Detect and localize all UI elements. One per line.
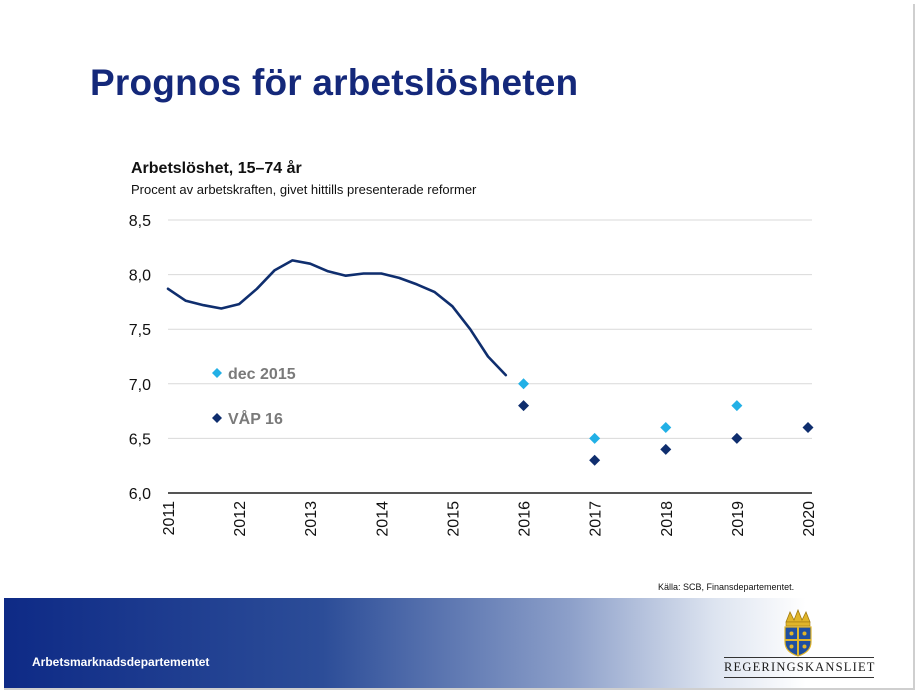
- marker-vap-16: [731, 432, 743, 444]
- department-name: Arbetsmarknadsdepartementet: [32, 655, 210, 669]
- marker-dec-2015: [518, 378, 530, 390]
- legend-marker: [212, 413, 222, 423]
- marker-vap-16: [802, 421, 814, 433]
- chart: 6,0 6,5 7,0 7,5 8,0 8,5 2011 2012 2013 2014 2015 20…: [129, 213, 818, 537]
- chart-subtitle: Procent av arbetskraften, givet hittills…: [131, 182, 477, 197]
- x-tick-label: 2020: [801, 501, 818, 537]
- y-tick-label: 6,0: [129, 486, 151, 503]
- x-tick-label: 2018: [659, 501, 676, 537]
- x-tick-label: 2015: [445, 501, 462, 537]
- y-tick-label: 8,0: [129, 268, 151, 285]
- legend-label: VÅP 16: [228, 409, 283, 428]
- marker-dec-2015: [660, 421, 672, 433]
- chart-title: Arbetslöshet, 15–74 år: [131, 160, 302, 177]
- y-tick-label: 7,5: [129, 322, 151, 339]
- footer-band: Arbetsmarknadsdepartementet REGERINGSKAN…: [4, 598, 913, 688]
- legend-label: dec 2015: [228, 366, 296, 383]
- series-line-utfall: [166, 259, 508, 377]
- slide: Prognos för arbetslösheten Arbetslöshet,…: [4, 4, 915, 690]
- x-tick-label: 2011: [161, 501, 178, 536]
- marker-vap-16: [518, 400, 530, 412]
- legend-marker: [212, 368, 222, 378]
- y-tick-label: 8,5: [129, 213, 151, 230]
- x-tick-label: 2016: [517, 501, 534, 537]
- slide-title: Prognos för arbetslösheten: [90, 62, 579, 103]
- logo-wordmark: REGERINGSKANSLIET: [724, 657, 874, 678]
- crown-emblem-icon: [784, 608, 812, 657]
- x-tick-label: 2014: [374, 501, 391, 537]
- marker-vap-16: [589, 454, 601, 466]
- x-tick-label: 2017: [588, 501, 605, 537]
- y-tick-label: 6,5: [129, 431, 151, 448]
- marker-dec-2015: [731, 400, 743, 412]
- marker-vap-16: [660, 443, 672, 455]
- marker-dec-2015: [589, 432, 601, 444]
- x-tick-label: 2019: [730, 501, 747, 537]
- source-note: Källa: SCB, Finansdepartementet.: [658, 582, 795, 592]
- y-tick-label: 7,0: [129, 377, 151, 394]
- x-tick-label: 2012: [232, 501, 249, 537]
- x-tick-label: 2013: [303, 501, 320, 537]
